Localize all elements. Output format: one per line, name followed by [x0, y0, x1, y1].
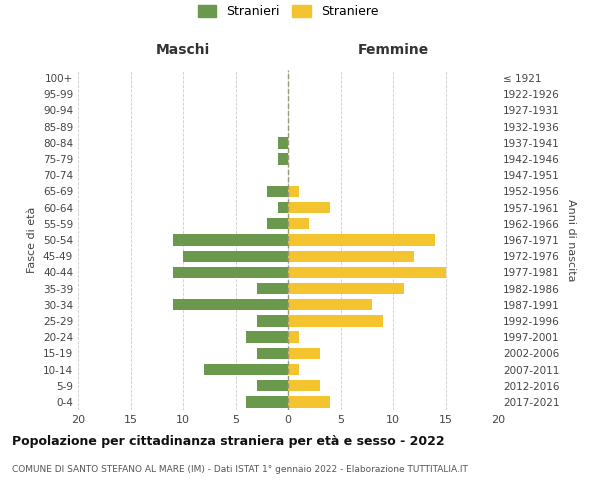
Bar — [204, 364, 288, 375]
Bar — [246, 396, 288, 407]
Bar — [267, 218, 288, 230]
Y-axis label: Anni di nascita: Anni di nascita — [566, 198, 576, 281]
Bar — [246, 332, 288, 343]
Bar — [288, 396, 330, 407]
Text: Maschi: Maschi — [156, 43, 210, 57]
Bar — [277, 137, 288, 148]
Bar — [173, 299, 288, 310]
Text: Femmine: Femmine — [358, 43, 428, 57]
Bar — [288, 283, 404, 294]
Bar — [288, 250, 414, 262]
Bar — [288, 186, 299, 197]
Bar — [257, 283, 288, 294]
Bar — [277, 154, 288, 164]
Text: Popolazione per cittadinanza straniera per età e sesso - 2022: Popolazione per cittadinanza straniera p… — [12, 435, 445, 448]
Bar — [288, 380, 320, 392]
Bar — [183, 250, 288, 262]
Bar — [277, 202, 288, 213]
Bar — [288, 316, 383, 326]
Bar — [173, 234, 288, 246]
Bar — [257, 348, 288, 359]
Bar — [173, 266, 288, 278]
Bar — [288, 218, 309, 230]
Bar — [288, 202, 330, 213]
Bar — [288, 332, 299, 343]
Y-axis label: Fasce di età: Fasce di età — [28, 207, 37, 273]
Bar — [288, 234, 435, 246]
Bar — [288, 299, 372, 310]
Bar — [257, 316, 288, 326]
Bar — [288, 348, 320, 359]
Bar — [288, 364, 299, 375]
Bar — [267, 186, 288, 197]
Text: COMUNE DI SANTO STEFANO AL MARE (IM) - Dati ISTAT 1° gennaio 2022 - Elaborazione: COMUNE DI SANTO STEFANO AL MARE (IM) - D… — [12, 465, 468, 474]
Bar — [257, 380, 288, 392]
Legend: Stranieri, Straniere: Stranieri, Straniere — [194, 2, 382, 22]
Bar — [288, 266, 445, 278]
